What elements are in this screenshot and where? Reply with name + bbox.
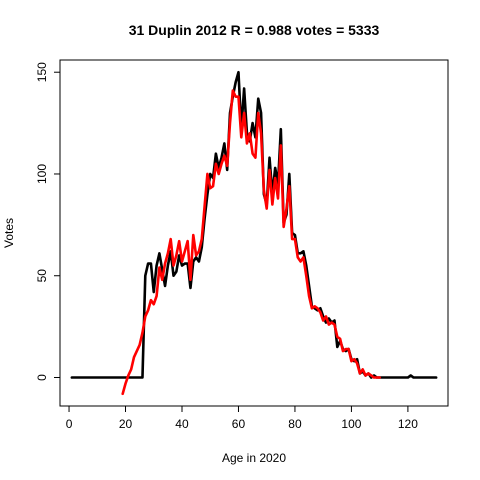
- chart-title: 31 Duplin 2012 R = 0.988 votes = 5333: [129, 22, 380, 38]
- y-tick-label: 100: [35, 164, 49, 184]
- x-axis-label: Age in 2020: [222, 451, 286, 465]
- x-tick-label: 20: [119, 417, 133, 431]
- x-tick-label: 120: [398, 417, 418, 431]
- series-layer: [70, 70, 438, 396]
- x-tick-label: 60: [232, 417, 246, 431]
- x-tick-label: 100: [341, 417, 361, 431]
- plot-frame: [59, 59, 449, 407]
- y-tick-label: 150: [35, 62, 49, 82]
- x-tick-label: 80: [288, 417, 302, 431]
- y-axis: 0 50 100 150: [35, 62, 60, 381]
- series-line-2: [121, 89, 381, 396]
- x-tick-label: 40: [175, 417, 189, 431]
- x-tick-label: 0: [66, 417, 73, 431]
- y-axis-label: Votes: [2, 218, 16, 248]
- x-axis: 0 20 40 60 80 100 120: [66, 406, 418, 431]
- y-tick-label: 0: [35, 374, 49, 381]
- series-line-1: [70, 70, 438, 379]
- y-tick-label: 50: [35, 269, 49, 283]
